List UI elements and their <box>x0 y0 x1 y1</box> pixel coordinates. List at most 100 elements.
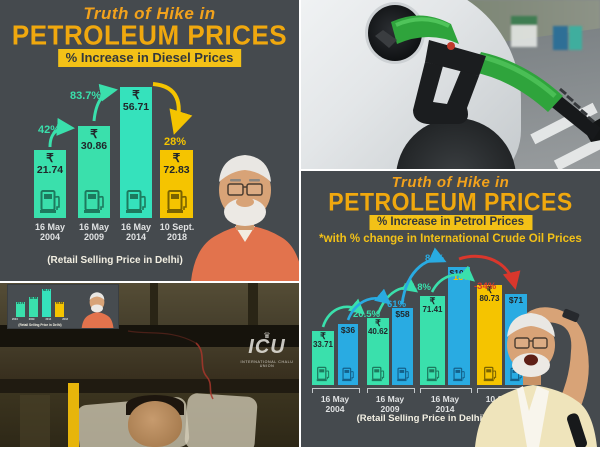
diesel-bar-2009: ₹ 30.86 <box>78 126 110 218</box>
diesel-bar-value: 56.71 <box>122 100 150 113</box>
rupee-symbol: ₹ <box>172 151 181 165</box>
icu-logo: ICU <box>248 336 286 358</box>
date-line1: 16 May <box>120 222 152 232</box>
petrol-bar-value: 33.71 <box>312 340 334 350</box>
fuel-nozzle-photo <box>301 0 600 169</box>
mini-modi-photo <box>81 292 114 328</box>
date-line2: 2018 <box>166 232 188 243</box>
mini-dates: 2004 2009 2014 2018 <box>12 318 68 321</box>
diesel-date-2018: 10 Sept. 2018 <box>154 222 200 243</box>
date-line2: 2014 <box>435 403 455 414</box>
petrol-title-main: PETROLEUM PRICES <box>328 187 573 216</box>
petrol-date-2014: 16 May 2014 <box>415 394 475 415</box>
mini-date: 2004 <box>12 318 18 321</box>
diesel-date-2014: 16 May 2014 <box>114 222 158 243</box>
crude-bar-2004: $36 <box>338 324 358 385</box>
diesel-caption: (Retail Selling Price in Delhi) <box>47 255 183 266</box>
date-line1: 10 Sept. <box>159 222 195 232</box>
date-line2: 2009 <box>83 232 105 243</box>
mini-date: 2018 <box>62 318 68 321</box>
diesel-bar-2018: ₹ 72.83 <box>160 150 193 218</box>
petrol-bar-2009: ₹ 40.62 <box>367 318 389 385</box>
petrol-bar-2004: ₹ 33.71 <box>312 331 334 385</box>
petrol-pct-2004-2009: 20.5% <box>353 309 380 320</box>
petrol-pct-2009-2014: 75.8% <box>404 282 431 293</box>
mini-bar-value: 21.74 <box>16 302 25 305</box>
fuel-pump-icon <box>371 366 385 382</box>
shelf-post <box>150 283 158 325</box>
nozzle-sleeve-green <box>473 52 563 112</box>
date-line1: 16 May <box>34 222 66 232</box>
modi-photo-shouting <box>475 307 597 447</box>
trend-arrow-down-icon <box>152 82 193 135</box>
fuel-nozzle-graphic <box>375 15 600 142</box>
mini-date: 2009 <box>28 318 35 321</box>
date-line1: 16 May <box>375 394 405 404</box>
nozzle-grip-black <box>425 40 486 76</box>
fuel-pump-icon <box>396 367 409 382</box>
mini-bar-value: 30.86 <box>29 297 38 300</box>
blue-bin <box>553 26 568 50</box>
diesel-pct-2004-2009: 42% <box>38 124 61 136</box>
rupee-symbol: ₹ <box>486 285 493 295</box>
diesel-bar-2004: ₹ 21.74 <box>34 150 66 218</box>
fuel-pump-icon <box>453 367 465 382</box>
date-line2: 2009 <box>380 403 400 414</box>
date-bracket <box>367 388 415 393</box>
diesel-pct-2009-2014: 83.7% <box>70 90 102 102</box>
rupee-symbol: ₹ <box>90 127 98 141</box>
petrol-bar-value: 71.41 <box>422 305 443 315</box>
icu-logo-subtext: INTERNATIONAL CHALU UNION <box>240 360 294 368</box>
diesel-date-2004: 16 May 2004 <box>28 222 72 243</box>
fuel-pump-icon <box>166 190 187 213</box>
red-wire <box>127 330 214 400</box>
mini-bar: 72.83 <box>55 302 64 317</box>
rupee-symbol: ₹ <box>320 331 326 341</box>
petrol-date-2009: 16 May 2009 <box>362 394 418 415</box>
station-sign-panel <box>511 25 537 47</box>
petrol-badge: % Increase in Petrol Prices <box>368 215 533 230</box>
fuel-pump-icon <box>316 366 330 382</box>
diesel-date-2009: 16 May 2009 <box>72 222 116 243</box>
crude-pct-2009-2014: 84% <box>425 253 445 264</box>
diesel-bar-value: 72.83 <box>163 163 190 176</box>
petrol-date-2004: 16 May 2004 <box>307 394 363 415</box>
petrol-caption: (Retail Selling Price in Delhi) <box>356 413 486 424</box>
crude-bar-2009: $58 <box>392 308 413 385</box>
crown-icon: ♛ <box>263 331 271 340</box>
wood-shelf-mid <box>0 347 299 379</box>
diesel-badge: % Increase in Diesel Prices <box>57 49 242 67</box>
date-line1: 16 May <box>320 394 350 404</box>
dark-beam <box>0 325 299 347</box>
rupee-symbol: ₹ <box>132 88 140 102</box>
station-sign <box>511 16 537 25</box>
diesel-bar-value: 30.86 <box>80 139 108 152</box>
date-bracket <box>312 388 360 393</box>
yellow-pillar <box>68 383 79 447</box>
fuel-pump-icon <box>483 366 496 382</box>
petrol-bar-2018: ₹ 80.73 <box>477 285 502 385</box>
modi-photo <box>191 155 299 281</box>
date-line2: 2014 <box>125 232 147 243</box>
mini-bar-value: 72.83 <box>55 302 64 305</box>
movie-still-photo: 21.74 30.86 56.71 72.83 2004 2009 2014 2… <box>0 283 299 447</box>
mini-bar: 56.71 <box>42 289 51 317</box>
diesel-infographic-panel: Truth of Hike in PETROLEUM PRICES % Incr… <box>0 0 299 281</box>
crude-pct-2004-2009: 61% <box>387 299 407 310</box>
mini-bar-value: 56.71 <box>42 289 51 292</box>
date-line2: 2004 <box>39 232 61 243</box>
rupee-symbol: ₹ <box>375 318 381 328</box>
diesel-title-main: PETROLEUM PRICES <box>11 18 288 52</box>
diesel-bar-2014: ₹ 56.71 <box>120 87 152 218</box>
date-line1: 16 May <box>430 394 460 404</box>
fuel-pump-icon <box>342 367 354 382</box>
petrol-title-script: Truth of Hike in <box>391 174 510 191</box>
crude-bar-value: $36 <box>340 325 356 335</box>
petrol-bar-value: 80.73 <box>479 294 500 304</box>
date-bracket <box>420 388 472 393</box>
petrol-bar-2014: ₹ 71.41 <box>420 296 445 385</box>
icu-watermark: ♛ ICU INTERNATIONAL CHALU UNION <box>236 331 298 369</box>
background-door <box>20 395 50 447</box>
crude-bar-value: $71 <box>508 295 524 305</box>
